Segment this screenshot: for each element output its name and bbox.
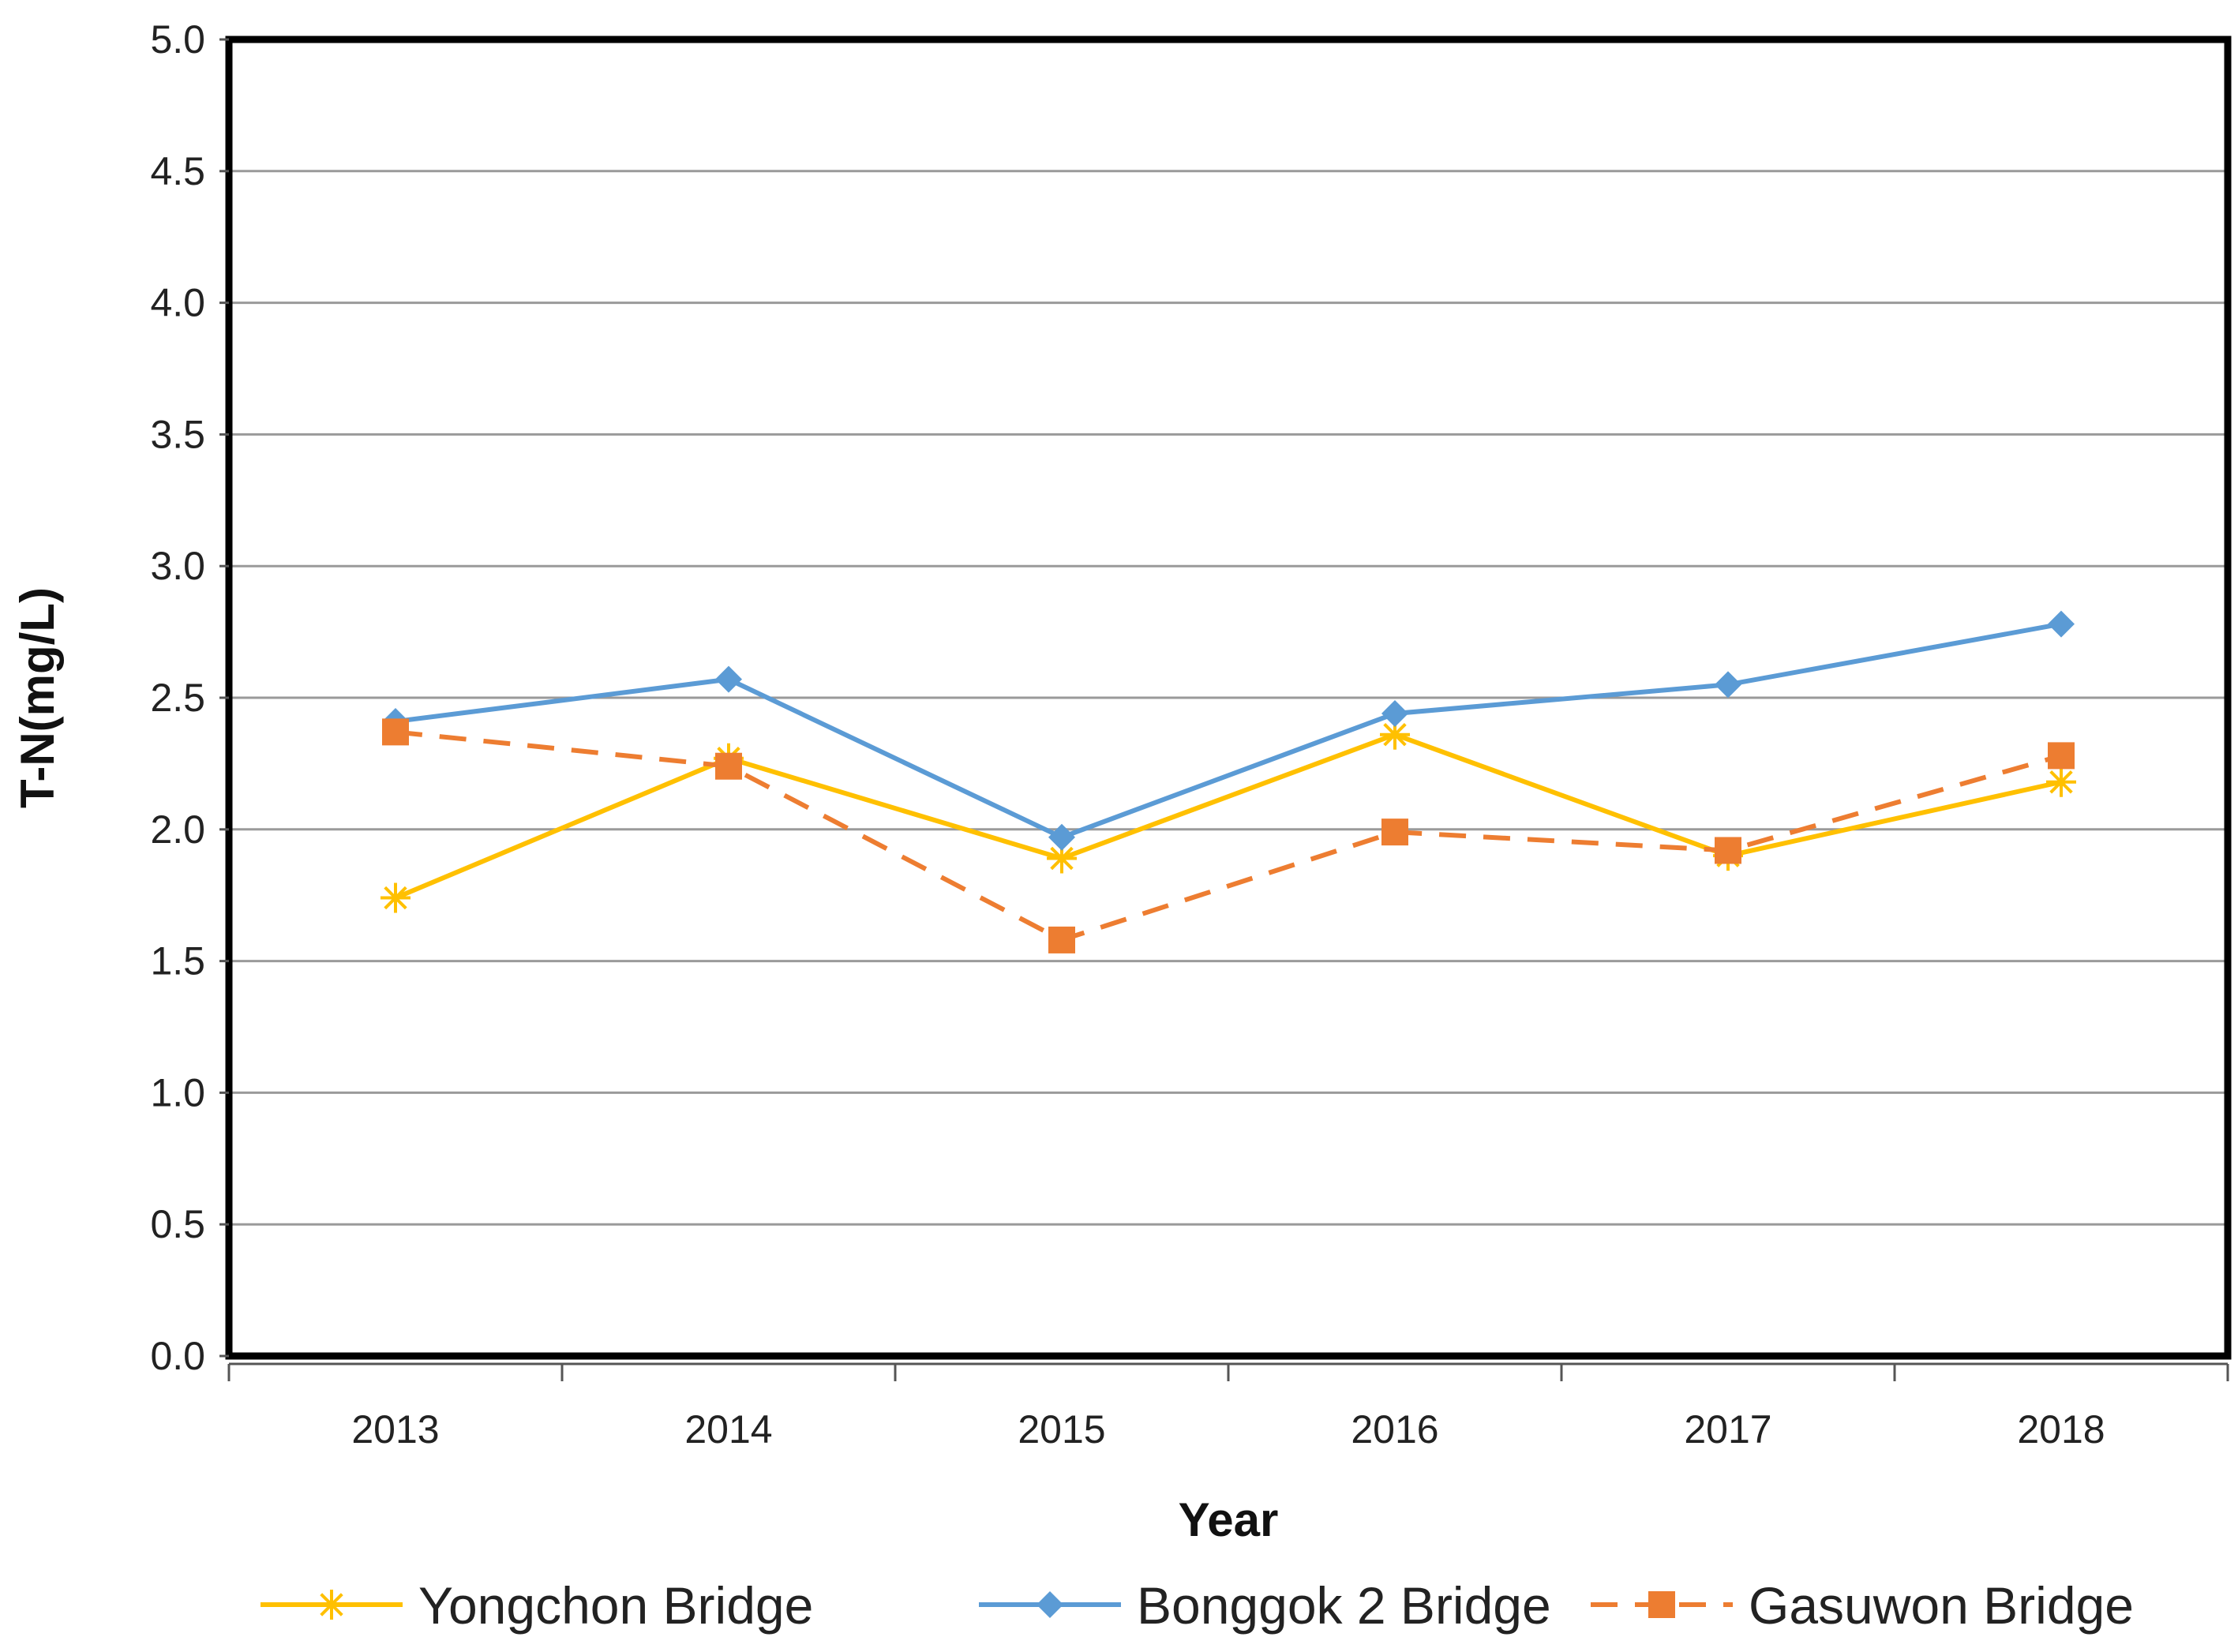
y-tick-label: 1.5 [150,939,205,983]
point-marker [715,752,742,780]
y-tick-label: 3.0 [150,544,205,588]
legend-label: Gasuwon Bridge [1749,1576,2134,1635]
point-marker [382,718,409,746]
y-axis-ticks: 0.0 0.5 1.0 1.5 2.0 2.5 3.0 3.5 4.0 4.5 5.0 [150,17,229,1378]
point-marker [2046,766,2076,797]
series-line [395,621,2062,840]
x-axis-ticks: 2013 2014 2015 2016 2017 2018 [227,1362,2229,1452]
y-tick-label: 3.5 [150,412,205,456]
y-tick-label: 1.0 [150,1070,205,1114]
x-tick-label: 2014 [684,1407,772,1452]
x-tick-label: 2013 [351,1407,439,1452]
x-axis-title: Year [1179,1493,1279,1546]
point-marker [1381,700,1408,728]
y-tick-label: 2.0 [150,807,205,852]
legend: Yongchon Bridge Bonggok 2 Bridge Gasuwon B… [261,1576,2134,1635]
y-tick-label: 4.0 [150,281,205,325]
y-tick-label: 2.5 [150,676,205,720]
point-marker [2048,610,2075,638]
x-tick-label: 2017 [1684,1407,1771,1452]
legend-label: Bonggok 2 Bridge [1137,1576,1551,1635]
point-marker [1381,819,1408,846]
legend-label: Yongchon Bridge [418,1576,813,1635]
point-marker [1048,926,1075,953]
point-marker [715,665,742,693]
y-tick-label: 0.0 [150,1334,205,1378]
point-marker [1715,837,1741,864]
series-line [394,732,2062,901]
y-tick-label: 0.5 [150,1202,205,1246]
x-tick-label: 2016 [1351,1407,1438,1452]
series-lines [394,621,2062,942]
series-line [395,729,2062,942]
y-tick-label: 4.5 [150,149,205,193]
y-tick-label: 5.0 [150,17,205,62]
series-markers [380,610,2076,953]
point-marker [2048,742,2075,770]
point-marker [1648,1591,1675,1618]
x-tick-label: 2018 [2017,1407,2105,1452]
point-marker [1715,671,1741,699]
y-axis-title: T-N(mg/L) [11,587,64,808]
point-marker [1048,823,1075,851]
point-marker [380,882,410,913]
point-marker [317,1590,347,1620]
x-tick-label: 2015 [1018,1407,1105,1452]
point-marker [1037,1591,1063,1618]
gridlines [229,170,2228,1226]
